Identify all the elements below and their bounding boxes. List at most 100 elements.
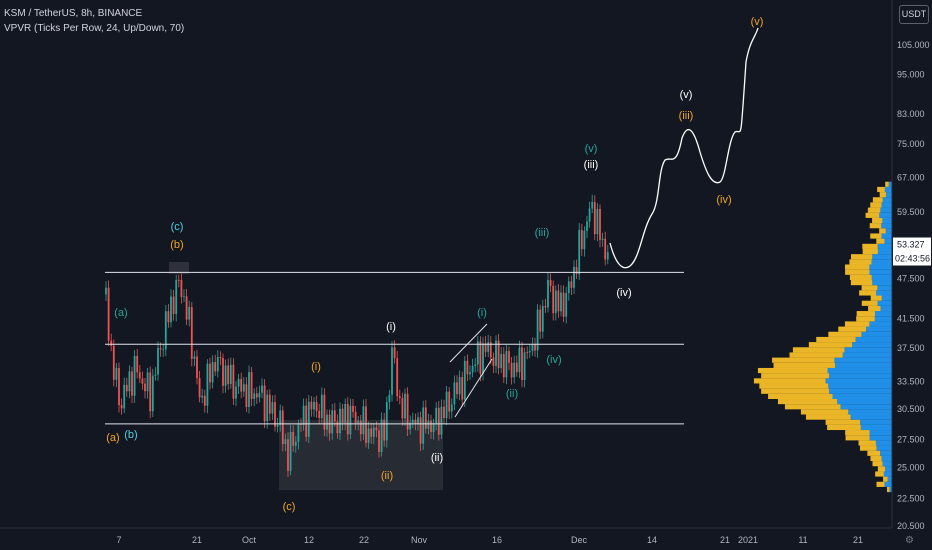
price-tick-label: 95.000 bbox=[897, 69, 925, 79]
candle-body bbox=[588, 208, 591, 222]
candle-body bbox=[229, 364, 232, 385]
candle-body bbox=[554, 290, 557, 314]
candle-body bbox=[107, 287, 110, 341]
currency-unit-badge[interactable]: USDT bbox=[899, 5, 929, 24]
volume-profile-up-row bbox=[869, 264, 892, 270]
price-tick-label: 33.500 bbox=[897, 376, 925, 386]
candle-body bbox=[534, 344, 536, 351]
time-tick-label: 21 bbox=[720, 535, 730, 545]
volume-profile-up-row bbox=[881, 295, 892, 301]
candle-body bbox=[120, 405, 123, 409]
candle-body bbox=[245, 384, 248, 407]
volume-profile-down-row bbox=[876, 238, 885, 244]
volume-profile-down-row bbox=[789, 352, 843, 358]
time-tick-label: 21 bbox=[853, 535, 863, 545]
candle-body bbox=[497, 340, 500, 369]
candle-body bbox=[586, 221, 588, 231]
candle-body bbox=[357, 420, 360, 423]
candle-body bbox=[248, 372, 250, 407]
indicator-title: VPVR (Ticks Per Row, 24, Up/Down, 70) bbox=[4, 23, 185, 34]
candle-body bbox=[565, 293, 568, 317]
symbol-title: KSM / TetherUS, 8h, BINANCE bbox=[4, 8, 143, 19]
volume-profile-down-row bbox=[816, 336, 856, 343]
candle-body bbox=[560, 292, 562, 312]
last-price-badge[interactable] bbox=[893, 237, 931, 252]
candle-body bbox=[294, 441, 297, 446]
volume-profile-down-row bbox=[861, 285, 878, 291]
candle-body bbox=[341, 408, 344, 423]
volume-profile-down-row bbox=[784, 404, 841, 410]
volume-profile-down-row bbox=[862, 243, 878, 249]
volume-profile-up-row bbox=[884, 481, 892, 487]
candle-body bbox=[292, 432, 295, 446]
volume-profile-up-row bbox=[872, 280, 892, 286]
volume-profile-up-row bbox=[869, 269, 892, 275]
candle-body bbox=[268, 394, 271, 414]
candle-body bbox=[383, 419, 386, 441]
candle-body bbox=[583, 230, 586, 250]
volume-profile-down-row bbox=[827, 424, 861, 431]
volume-profile-up-row bbox=[855, 336, 892, 343]
candle-body bbox=[427, 420, 430, 429]
candle-body bbox=[141, 378, 144, 384]
candle-body bbox=[419, 417, 422, 444]
candle-body bbox=[484, 343, 487, 352]
candle-body bbox=[305, 405, 308, 437]
volume-profile-down-row bbox=[879, 228, 886, 234]
volume-profile-down-row bbox=[856, 316, 875, 322]
volume-profile-up-row bbox=[848, 409, 892, 415]
candle-body bbox=[362, 406, 365, 435]
volume-profile-up-row bbox=[861, 331, 892, 337]
channel-line-lower[interactable] bbox=[454, 358, 493, 418]
wave-label: (b) bbox=[170, 239, 183, 251]
time-tick-label: 22 bbox=[359, 535, 369, 545]
candle-body bbox=[505, 351, 508, 378]
candle-body bbox=[284, 439, 287, 445]
candle-body bbox=[193, 356, 196, 359]
candle-body bbox=[385, 402, 388, 441]
volume-profile-down-row bbox=[825, 419, 861, 425]
candle-body bbox=[146, 372, 149, 392]
candle-body bbox=[138, 372, 141, 379]
candle-body bbox=[235, 386, 237, 399]
volume-profile-up-row bbox=[825, 378, 892, 384]
candle-body bbox=[240, 378, 243, 392]
projected-wave-path[interactable] bbox=[609, 27, 759, 269]
wave-label: (iii) bbox=[535, 227, 550, 239]
volume-profile-up-row bbox=[872, 254, 892, 260]
volume-profile-up-row bbox=[881, 223, 892, 229]
candle-body bbox=[578, 229, 581, 275]
volume-profile-up-row bbox=[877, 248, 892, 255]
candle-body bbox=[232, 364, 235, 399]
candle-body bbox=[430, 420, 432, 433]
price-tick-label: 47.500 bbox=[897, 274, 925, 284]
volume-profile-down-row bbox=[856, 311, 876, 317]
volume-profile-down-row bbox=[869, 223, 882, 229]
candle-body bbox=[515, 362, 518, 373]
candle-body bbox=[227, 365, 230, 385]
candle-body bbox=[211, 362, 214, 383]
candle-body bbox=[479, 341, 482, 374]
channel-line-upper[interactable] bbox=[449, 323, 488, 363]
volume-profile-up-row bbox=[887, 476, 892, 482]
candle-body bbox=[463, 360, 466, 400]
volume-profile-down-row bbox=[875, 471, 884, 477]
candle-body bbox=[502, 354, 505, 378]
candle-body bbox=[183, 296, 185, 298]
volume-profile-down-row bbox=[859, 445, 877, 451]
volume-profile-up-row bbox=[860, 424, 892, 431]
volume-profile-down-row bbox=[757, 367, 828, 374]
candle-body bbox=[250, 372, 253, 399]
volume-profile-down-row bbox=[851, 254, 873, 260]
candle-body bbox=[162, 349, 165, 351]
volume-profile-down-row bbox=[844, 321, 870, 327]
candle-body bbox=[495, 340, 497, 366]
candle-body bbox=[591, 202, 594, 209]
volume-profile-up-row bbox=[886, 192, 892, 198]
candle-body bbox=[110, 340, 113, 346]
volume-profile-up-row bbox=[884, 186, 892, 193]
candle-body bbox=[448, 391, 451, 412]
volume-profile-up-row bbox=[880, 450, 892, 456]
